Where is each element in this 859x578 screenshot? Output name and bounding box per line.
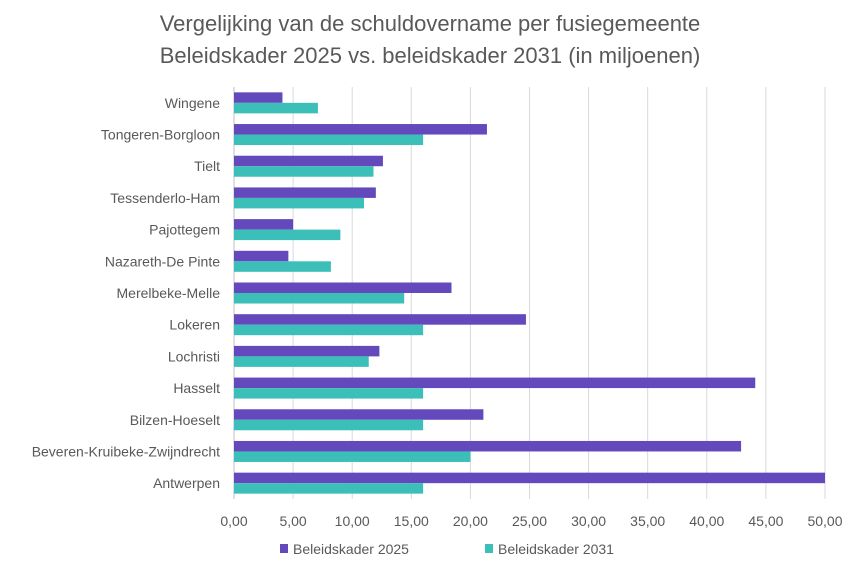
bar-2025: [234, 409, 484, 420]
gridlines: [233, 87, 826, 499]
bar-2031: [234, 451, 471, 462]
category-label: Tielt: [194, 158, 220, 174]
x-tick-label: 15,00: [394, 513, 429, 529]
bar-2031: [234, 419, 424, 431]
bar-2025: [234, 124, 487, 135]
category-label: Nazareth-De Pinte: [105, 253, 220, 269]
category-label: Merelbeke-Melle: [117, 285, 221, 301]
bar-2025: [234, 282, 452, 293]
bar-2031: [234, 229, 341, 241]
category-label: Tongeren-Borgloon: [101, 127, 220, 143]
bar-2025: [234, 250, 289, 262]
bars: [234, 92, 825, 494]
bar-2025: [234, 345, 380, 357]
category-label: Pajottegem: [149, 222, 220, 238]
category-label: Wingene: [165, 95, 220, 111]
category-label: Lochristi: [168, 348, 220, 364]
legend: Beleidskader 2025 Beleidskader 2031: [280, 541, 614, 557]
x-tick-label: 50,00: [807, 513, 842, 529]
legend-label: Beleidskader 2031: [498, 541, 614, 557]
bar-2025: [234, 187, 376, 198]
category-label: Hasselt: [173, 380, 220, 396]
x-tick-label: 5,00: [279, 513, 306, 529]
x-tick-label: 25,00: [512, 513, 547, 529]
bar-2031: [234, 356, 369, 367]
x-tick-label: 45,00: [748, 513, 783, 529]
category-label: Lokeren: [169, 317, 220, 333]
bar-2025: [234, 377, 756, 389]
category-label: Bilzen-Hoeselt: [130, 412, 220, 428]
bar-2025: [234, 314, 526, 325]
x-tick-label: 40,00: [689, 513, 724, 529]
x-tick-label: 30,00: [571, 513, 606, 529]
bar-2031: [234, 293, 405, 304]
chart-title-line-2: Beleidskader 2025 vs. beleidskader 2031 …: [160, 43, 701, 68]
bar-2025: [234, 472, 825, 484]
bar-2031: [234, 166, 374, 177]
chart-title-line-1: Vergelijking van de schuldovername per f…: [160, 11, 701, 36]
bar-2031: [234, 324, 424, 336]
bar-2031: [234, 102, 318, 114]
legend-label: Beleidskader 2025: [293, 541, 409, 557]
category-label: Antwerpen: [153, 475, 220, 491]
category-label: Tessenderlo-Ham: [110, 190, 220, 206]
bar-2031: [234, 483, 424, 494]
bar-2031: [234, 388, 424, 399]
x-tick-label: 10,00: [335, 513, 370, 529]
category-labels: Wingene Tongeren-Borgloon Tielt Tessenderlo…: [32, 95, 221, 491]
x-tick-label: 0,00: [220, 513, 247, 529]
bar-2025: [234, 440, 742, 452]
bar-2031: [234, 134, 424, 146]
bar-2025: [234, 155, 383, 167]
bar-2031: [234, 197, 365, 209]
bar-2025: [234, 92, 283, 103]
legend-swatch: [485, 544, 493, 553]
x-tick-labels: 0,00 5,00 10,00 15,00 20,00 25,00 30,00 35,00 40…: [220, 513, 842, 529]
bar-2031: [234, 261, 331, 272]
bar-2025: [234, 219, 294, 230]
x-tick-label: 20,00: [453, 513, 488, 529]
legend-swatch: [280, 544, 288, 553]
x-tick-label: 35,00: [630, 513, 665, 529]
category-label: Beveren-Kruibeke-Zwijndrecht: [32, 443, 220, 459]
